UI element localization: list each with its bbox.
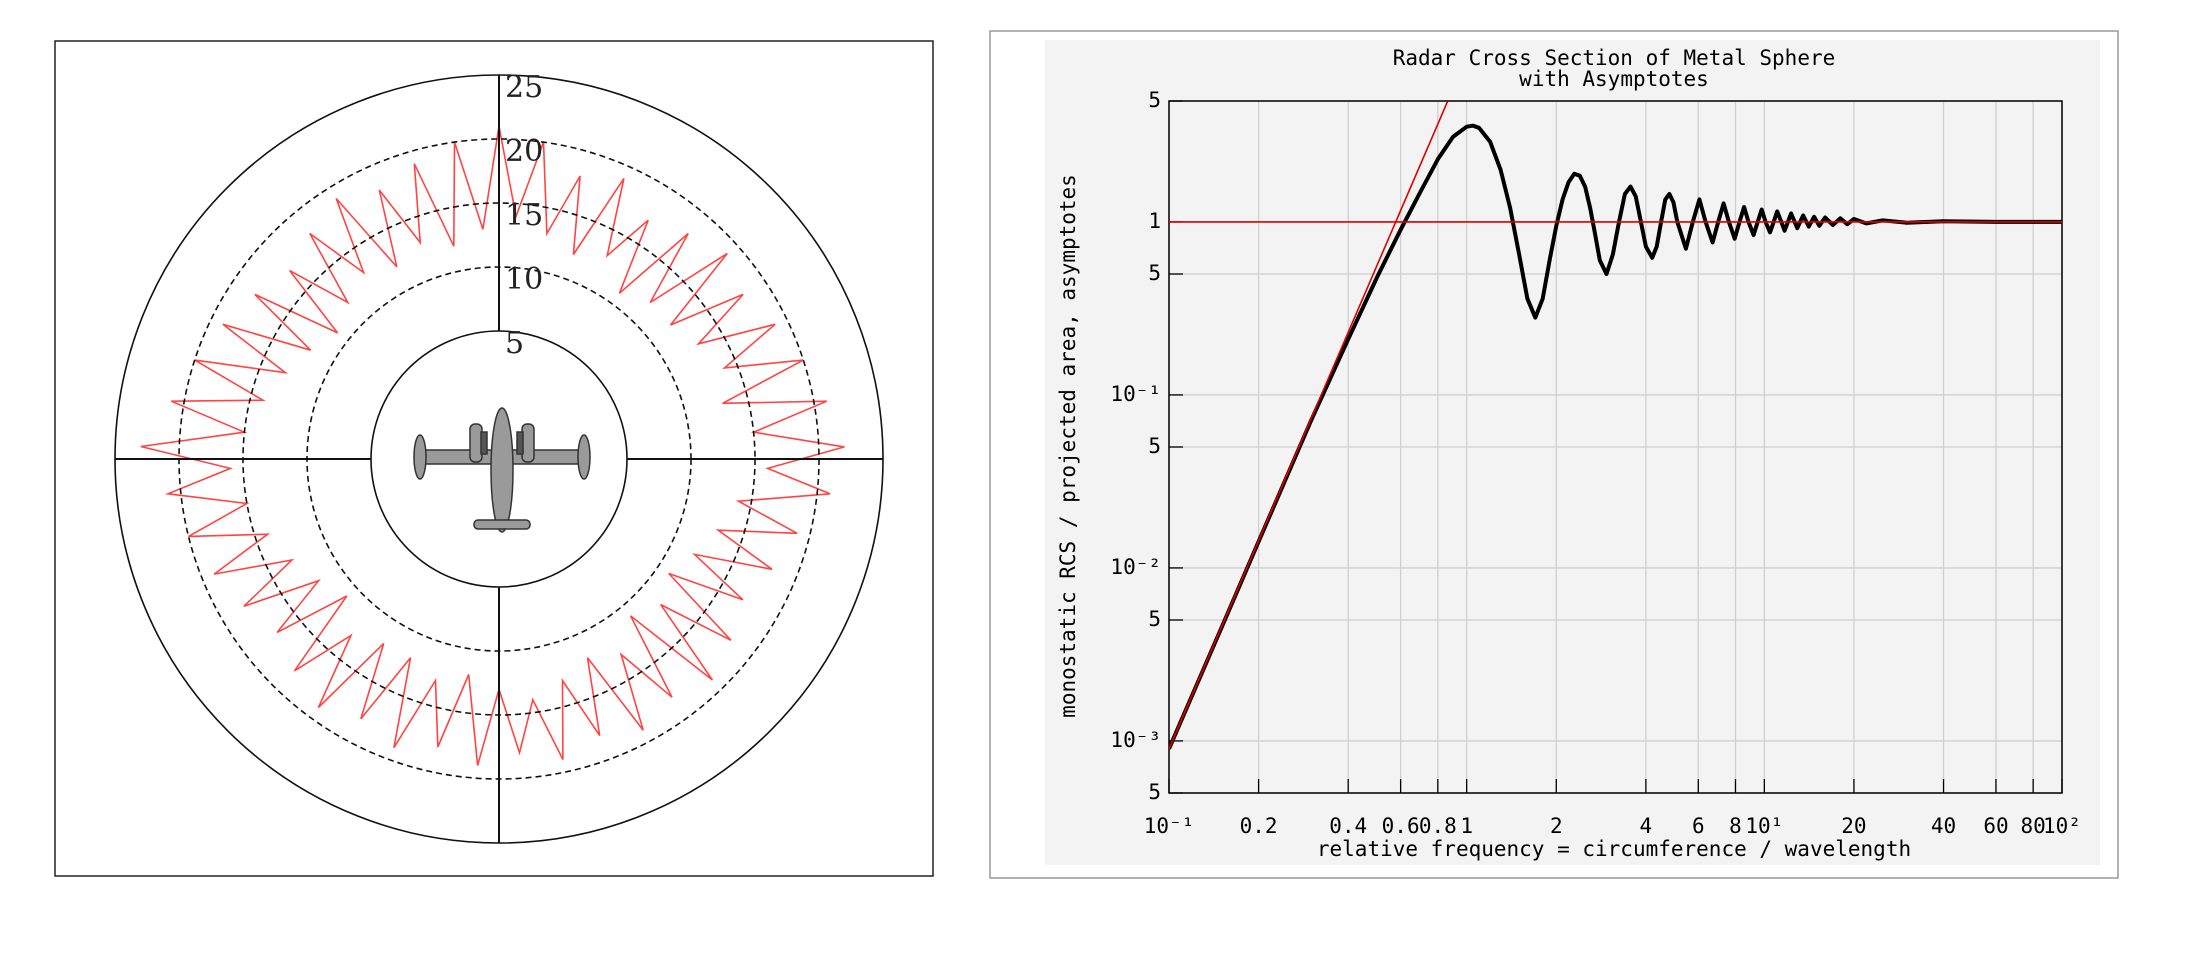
y-tick-label: 5 [1148, 434, 1161, 458]
r-tick-label: 20 [505, 134, 543, 169]
x-tick-label: 6 [1692, 814, 1705, 838]
y-axis-label: monostatic RCS / projected area, asympto… [1056, 174, 1080, 718]
x-tick-label: 0.2 [1240, 814, 1278, 838]
y-tick-label: 10⁻³ [1110, 728, 1161, 752]
airplane-icon [413, 407, 591, 533]
x-tick-label: 4 [1640, 814, 1653, 838]
r-tick-label: 5 [505, 326, 524, 361]
r-tick-label: 25 [505, 70, 543, 105]
x-tick-label: 0.8 [1419, 814, 1457, 838]
plot-frame [1168, 100, 2063, 794]
x-axis-label: relative frequency = circumference / wav… [1317, 837, 1911, 861]
series-line [1169, 123, 2062, 750]
y-tick-label: 5 [1148, 88, 1161, 112]
y-tick-label: 5 [1148, 607, 1161, 631]
series-line [1169, 101, 1449, 750]
line-chart: 10⁻¹ 0.2 0.4 0.6 0.8 1 2 4 6 8 10¹ 20 40 60 8010²510⁻³… [1110, 88, 2081, 838]
x-tick-label: 10¹ [1745, 814, 1783, 838]
y-tick-label: 5 [1148, 780, 1161, 804]
chart-title: Radar Cross Section of Metal Sphere [1393, 46, 1836, 70]
x-tick-label: 0.6 [1382, 814, 1420, 838]
r-tick-label: 15 [505, 198, 543, 233]
x-tick-label: 8 [1729, 814, 1742, 838]
y-tick-label: 10⁻¹ [1110, 382, 1161, 406]
x-tick-label: 10⁻¹ [1144, 814, 1195, 838]
x-tick-label: 2 [1550, 814, 1563, 838]
y-tick-label: 5 [1148, 261, 1161, 285]
x-tick-label: 0.4 [1329, 814, 1367, 838]
polar-chart: 5 10 15 20 25 [114, 70, 884, 844]
x-tick-label: 40 [1931, 814, 1956, 838]
x-tick-label: 80 [2021, 814, 2046, 838]
y-tick-label: 1 [1148, 209, 1161, 233]
r-tick-label: 10 [505, 262, 543, 297]
x-tick-label: 10² [2043, 814, 2081, 838]
x-tick-label: 1 [1460, 814, 1473, 838]
x-tick-label: 20 [1841, 814, 1866, 838]
x-tick-label: 60 [1983, 814, 2008, 838]
chart-subtitle: with Asymptotes [1519, 67, 1709, 91]
y-tick-label: 10⁻² [1110, 555, 1161, 579]
